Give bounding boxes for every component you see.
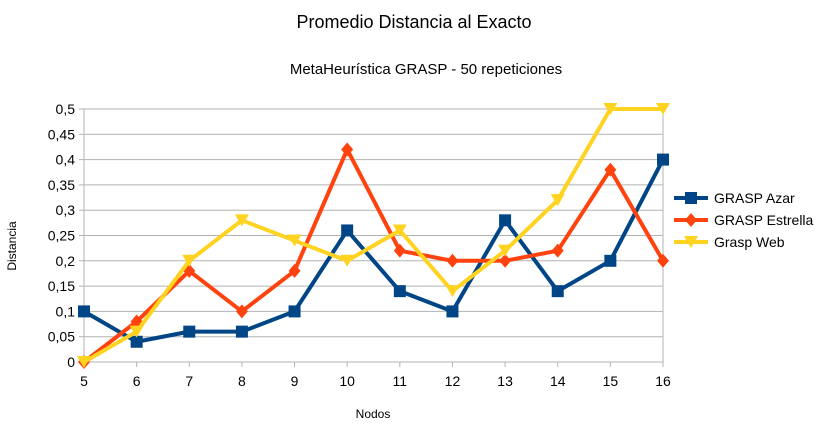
series-line	[83, 107, 663, 364]
diamond-marker	[341, 142, 354, 157]
square-marker	[446, 305, 459, 318]
triangle-marker	[182, 254, 197, 267]
y-tick-label: 0,15	[48, 278, 75, 294]
series-line	[82, 147, 665, 364]
diamond-marker	[235, 304, 248, 319]
y-tick-label: 0,05	[48, 329, 75, 345]
triangle-marker	[603, 103, 618, 115]
triangle-marker	[129, 325, 144, 338]
x-tick-label: 15	[603, 373, 619, 389]
square-marker	[235, 325, 248, 338]
chart-subtitle: MetaHeurística GRASP - 50 repeticiones	[290, 61, 562, 78]
y-tick-label: 0,35	[48, 177, 75, 193]
series-layer	[77, 103, 670, 369]
triangle-marker	[498, 244, 513, 257]
diamond-marker	[685, 213, 697, 227]
x-tick-label: 13	[497, 373, 513, 389]
diamond-marker	[499, 253, 512, 268]
triangle-marker	[684, 236, 698, 248]
diamond-marker	[551, 243, 564, 258]
series-grasp-web	[77, 103, 670, 368]
series-grasp-azar	[78, 153, 669, 348]
diamond-marker	[604, 162, 617, 177]
square-marker	[499, 214, 512, 227]
square-marker	[341, 224, 354, 237]
y-tick-label: 0,2	[56, 253, 76, 269]
triangle-marker	[340, 254, 355, 267]
x-tick-label: 14	[550, 373, 566, 389]
square-marker	[78, 305, 90, 318]
triangle-marker	[445, 285, 460, 298]
y-tick-label: 0,3	[56, 202, 76, 218]
triangle-marker	[234, 214, 249, 227]
axes: 0 0,05 0,1 0,15 0,2 0,25 0,3 0,35 0,4 0,45 0,5 5 6 7 8…	[48, 101, 671, 389]
triangle-marker	[77, 356, 91, 368]
x-axis-title: Nodos	[356, 407, 391, 421]
square-marker	[393, 285, 406, 298]
diamond-marker	[393, 243, 406, 258]
legend-item: Grasp Web	[674, 234, 785, 250]
square-marker	[551, 285, 564, 298]
square-marker	[183, 325, 196, 338]
square-marker	[130, 335, 143, 348]
diamond-marker	[657, 253, 669, 268]
diamond-marker	[446, 253, 459, 268]
square-marker	[685, 192, 697, 204]
x-tick-label: 12	[445, 373, 461, 389]
y-tick-label: 0,25	[48, 228, 75, 244]
x-tick-label: 7	[185, 373, 193, 389]
chart-title: Promedio Distancia al Exacto	[296, 12, 531, 32]
x-tick-label: 16	[655, 373, 671, 389]
x-tick-label: 8	[238, 373, 246, 389]
square-marker	[657, 153, 669, 166]
legend: GRASP Azar GRASP Estrella Grasp Web	[674, 190, 814, 250]
triangle-marker	[550, 194, 565, 207]
triangle-marker	[287, 234, 302, 247]
legend-label: Grasp Web	[714, 234, 785, 250]
x-tick-label: 11	[393, 373, 408, 389]
y-tick-label: 0,4	[56, 152, 76, 168]
legend-label: GRASP Azar	[714, 190, 795, 206]
triangle-marker	[656, 103, 670, 115]
x-tick-label: 6	[133, 373, 141, 389]
diamond-marker	[288, 263, 301, 278]
y-axis-title: Distancia	[5, 221, 19, 271]
legend-item: GRASP Estrella	[674, 212, 814, 228]
series-line	[83, 158, 665, 344]
x-tick-label: 5	[80, 373, 88, 389]
x-tick-label: 10	[339, 373, 355, 389]
legend-label: GRASP Estrella	[714, 212, 814, 228]
triangle-marker	[392, 224, 407, 237]
x-tick-label: 9	[291, 373, 299, 389]
legend-item: GRASP Azar	[674, 190, 795, 206]
grid	[84, 108, 664, 363]
square-marker	[604, 254, 617, 267]
y-tick-label: 0	[67, 354, 75, 370]
square-marker	[288, 305, 301, 318]
y-tick-label: 0,1	[56, 303, 76, 319]
y-tick-label: 0,5	[56, 101, 76, 117]
y-tick-label: 0,45	[48, 126, 75, 142]
